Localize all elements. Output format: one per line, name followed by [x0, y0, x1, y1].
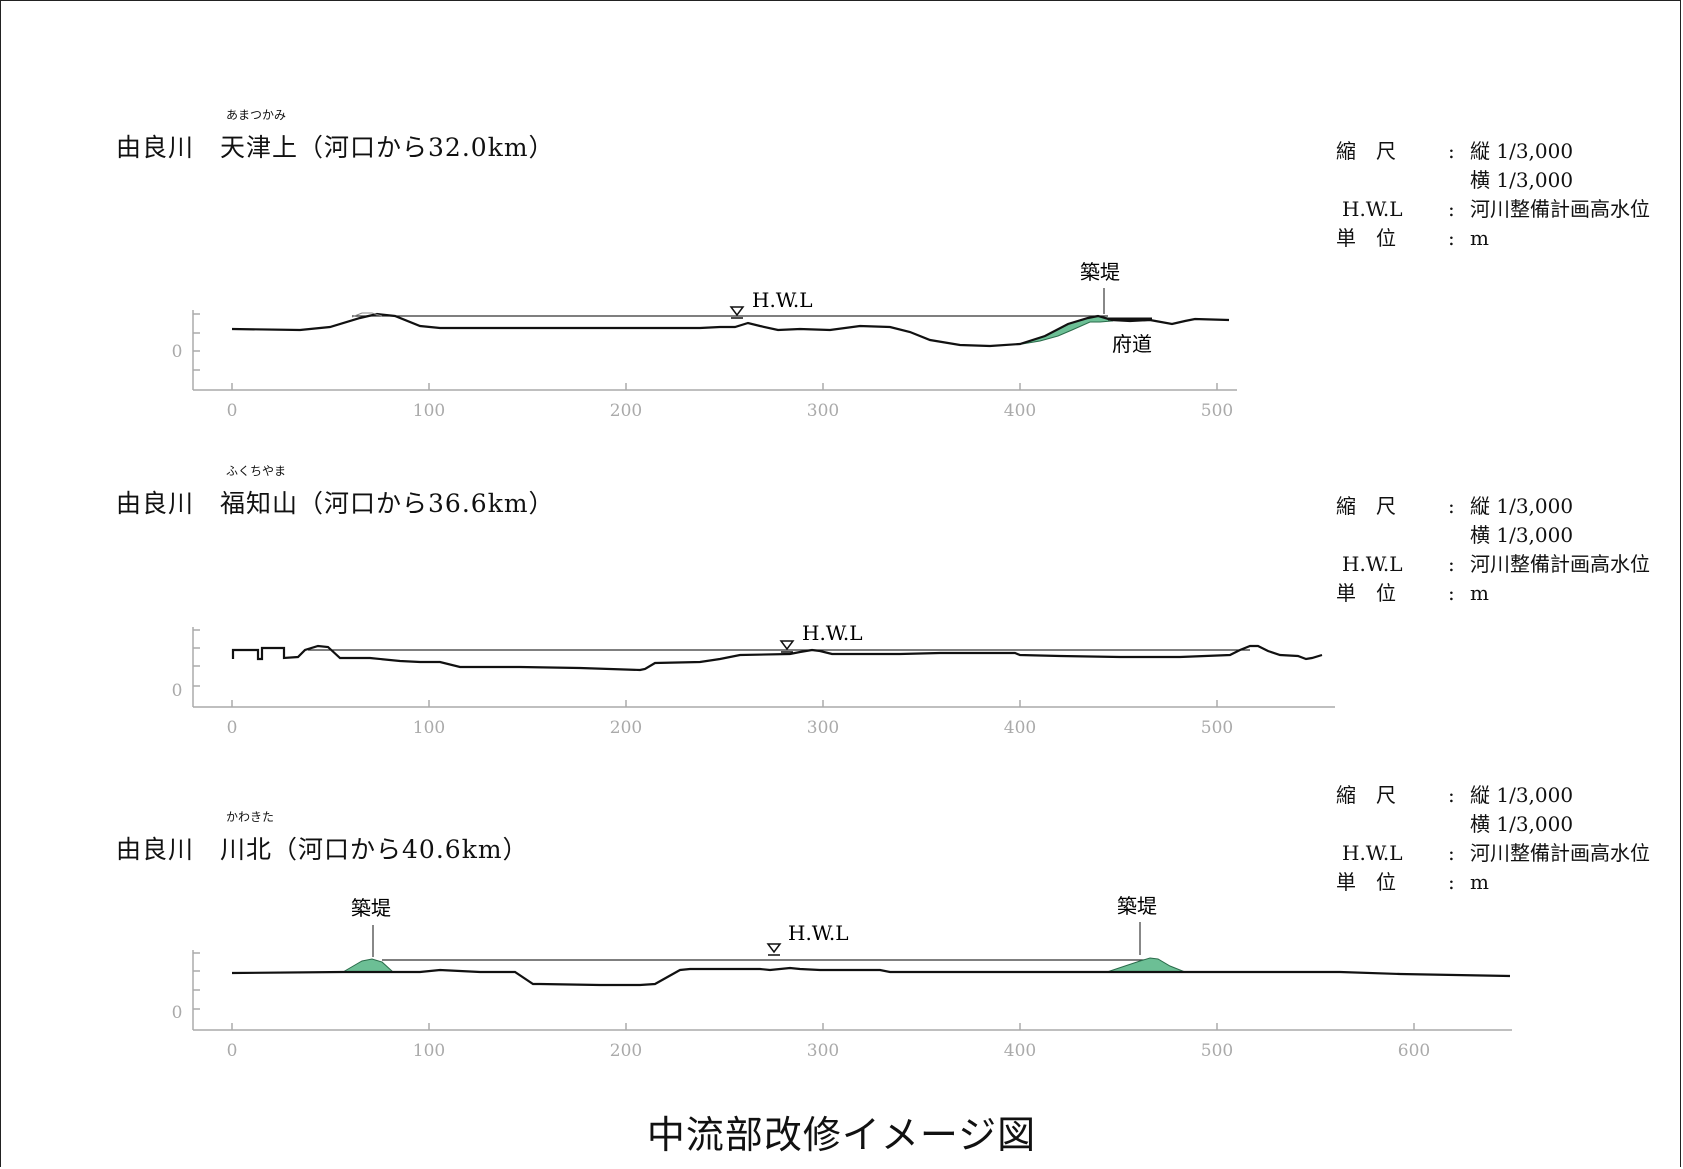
hwl-marker-icon: [766, 943, 782, 956]
legend-fukuchiyama: 縮 尺:縦 1/3,000 横 1/3,000 H.W.L: 河川整備計画高水位 …: [1336, 492, 1650, 608]
x-tick: 200: [610, 718, 642, 738]
x-tick: 200: [610, 401, 642, 421]
place-label: 福知山: [220, 489, 299, 518]
legend-unit-key: 単 位: [1336, 581, 1396, 605]
legend-hwl-value: 河川整備計画高水位: [1470, 552, 1650, 576]
legend-hwl-value: 河川整備計画高水位: [1470, 197, 1650, 221]
x-tick: 100: [413, 718, 445, 738]
distance-label: （河口から32.0km）: [298, 133, 555, 162]
legend-colon: :: [1448, 841, 1455, 865]
x-tick: 400: [1004, 401, 1036, 421]
legend-colon: :: [1448, 494, 1455, 518]
place-name: かわきた川北: [220, 810, 274, 866]
section-title-amatsukami: 由良川 あまつかみ 天津上（河口から32.0km）: [116, 108, 555, 164]
river-name: 由良川: [116, 133, 195, 162]
legend-colon: :: [1448, 552, 1455, 576]
legend-colon: :: [1448, 783, 1455, 807]
place-name: ふくちやま 福知山: [220, 464, 299, 520]
axis: [192, 950, 1512, 1031]
hwl-label: H.W.L: [788, 921, 849, 945]
place-ruby: かわきた: [226, 810, 275, 824]
legend-hwl-key: H.W.L: [1342, 197, 1403, 221]
x-tick: 500: [1201, 1041, 1233, 1061]
legend-scale-horizontal: 横 1/3,000: [1470, 523, 1574, 547]
levee-right-label: 築堤: [1117, 894, 1157, 918]
ground-profile: [231, 644, 1323, 672]
x-tick: 400: [1004, 718, 1036, 738]
place-ruby: ふくちやま: [226, 464, 287, 478]
axis: [192, 310, 1237, 391]
section-title-kawakita: 由良川 かわきた 川北（河口から40.6km）: [116, 810, 529, 866]
x-tick: 200: [610, 1041, 642, 1061]
legend-scale-key: 縮 尺: [1336, 494, 1396, 518]
hwl-label: H.W.L: [752, 288, 813, 312]
legend-unit-value: m: [1470, 870, 1489, 894]
cross-section-kawakita: 0 0 100 200 300 400 500 600 H.W.L 築堤 築堤: [172, 894, 1512, 1061]
legend-scale-horizontal: 横 1/3,000: [1470, 812, 1574, 836]
river-name: 由良川: [116, 835, 195, 864]
x-tick: 400: [1004, 1041, 1036, 1061]
legend-unit-key: 単 位: [1336, 226, 1396, 250]
x-tick: 300: [807, 718, 839, 738]
place-ruby: あまつかみ: [226, 108, 287, 122]
section-title-fukuchiyama: 由良川 ふくちやま 福知山（河口から36.6km）: [116, 464, 555, 520]
axis: [192, 627, 1335, 708]
legend-colon: :: [1448, 139, 1455, 163]
road-label: 府道: [1112, 332, 1152, 356]
x-tick: 300: [807, 401, 839, 421]
x-tick: 100: [413, 401, 445, 421]
x-tick: 600: [1398, 1041, 1430, 1061]
distance-label: （河口から36.6km）: [298, 489, 555, 518]
cross-section-amatsukami: 0 0 100 200 300 400 500 H.W.L 築堤 府道: [172, 260, 1237, 421]
x-tick: 0: [227, 718, 238, 738]
legend-scale-key: 縮 尺: [1336, 139, 1396, 163]
legend-unit-value: m: [1470, 581, 1489, 605]
x-tick: 0: [227, 1041, 238, 1061]
legend-colon: :: [1448, 870, 1455, 894]
legend-unit-value: m: [1470, 226, 1489, 250]
place-name: あまつかみ 天津上: [220, 108, 299, 164]
ground-profile: [231, 966, 1511, 987]
legend-kawakita: 縮 尺:縦 1/3,000 横 1/3,000 H.W.L: 河川整備計画高水位 …: [1336, 781, 1650, 897]
legend-scale-vertical: 縦 1/3,000: [1470, 783, 1574, 807]
place-label: 川北: [220, 835, 273, 864]
river-name: 由良川: [116, 489, 195, 518]
x-tick: 0: [227, 401, 238, 421]
legend-hwl-key: H.W.L: [1342, 552, 1403, 576]
legend-scale-horizontal: 横 1/3,000: [1470, 168, 1574, 192]
place-label: 天津上: [220, 133, 299, 162]
legend-amatsukami: 縮 尺:縦 1/3,000 横 1/3,000 H.W.L: 河川整備計画高水位 …: [1336, 137, 1650, 253]
hwl-label: H.W.L: [802, 621, 863, 645]
x-tick: 500: [1201, 718, 1233, 738]
legend-colon: :: [1448, 226, 1455, 250]
x-tick: 300: [807, 1041, 839, 1061]
figure-title: 中流部改修イメージ図: [646, 1113, 1037, 1157]
y-tick-0: 0: [172, 681, 183, 701]
legend-colon: :: [1448, 197, 1455, 221]
hwl-marker-icon: [779, 640, 795, 653]
legend-unit-key: 単 位: [1336, 870, 1396, 894]
legend-colon: :: [1448, 581, 1455, 605]
y-tick-0: 0: [172, 1003, 183, 1023]
levee-label: 築堤: [1080, 260, 1120, 284]
levee-outline: [351, 312, 383, 318]
hwl-marker-icon: [729, 306, 745, 319]
y-tick-0: 0: [172, 342, 183, 362]
cross-section-fukuchiyama: 0 0 100 200 300 400 500 H.W.L: [172, 621, 1335, 738]
x-tick: 100: [413, 1041, 445, 1061]
legend-scale-vertical: 縦 1/3,000: [1470, 494, 1574, 518]
legend-hwl-key: H.W.L: [1342, 841, 1403, 865]
levee-left-label: 築堤: [351, 896, 391, 920]
ground-profile: [231, 312, 1230, 348]
x-tick: 500: [1201, 401, 1233, 421]
legend-scale-key: 縮 尺: [1336, 783, 1396, 807]
legend-hwl-value: 河川整備計画高水位: [1470, 841, 1650, 865]
distance-label: （河口から40.6km）: [272, 835, 529, 864]
legend-scale-vertical: 縦 1/3,000: [1470, 139, 1574, 163]
levee-left-fill: [341, 958, 395, 973]
